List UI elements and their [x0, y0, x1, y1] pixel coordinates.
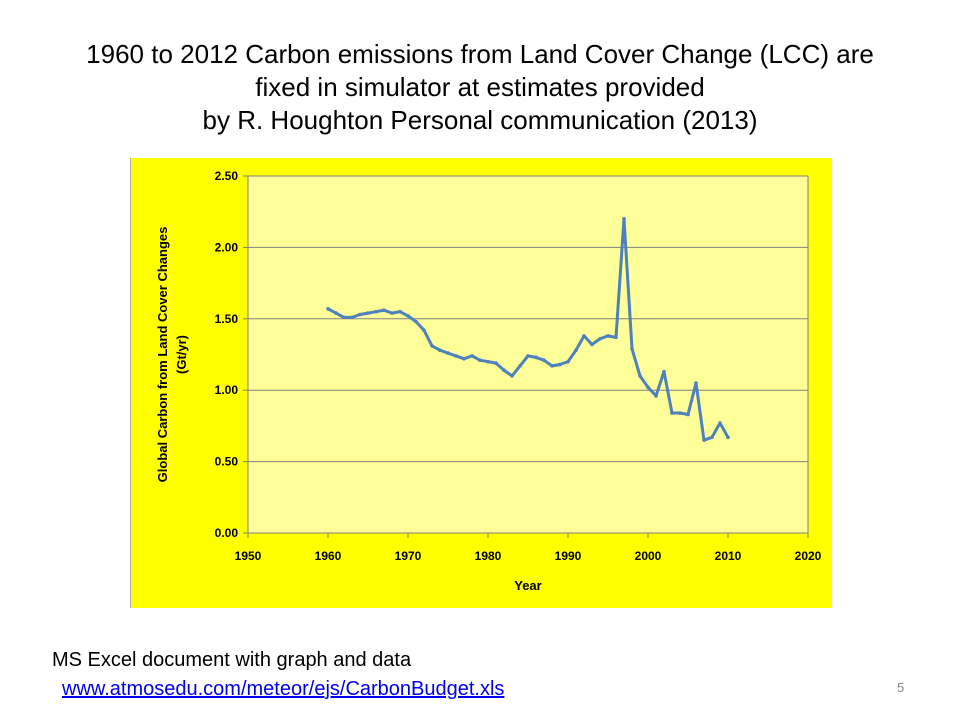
data-point — [350, 315, 354, 320]
data-point — [382, 308, 386, 313]
data-point — [494, 361, 498, 365]
data-point — [486, 359, 490, 364]
data-point — [542, 358, 546, 363]
data-point — [438, 348, 442, 353]
data-point — [526, 354, 530, 358]
data-point — [470, 354, 474, 358]
x-tick-label: 2000 — [635, 549, 662, 563]
y-axis-title-line-1: Global Carbon from Land Cover Changes — [155, 227, 170, 483]
data-point — [702, 438, 706, 442]
y-tick-label: 2.50 — [215, 169, 239, 183]
gridlines — [243, 175, 808, 534]
x-tick-label: 1960 — [315, 549, 342, 563]
data-point — [566, 359, 570, 364]
x-tick-label: 2010 — [715, 549, 742, 563]
data-point — [406, 314, 410, 318]
data-point — [510, 374, 514, 378]
x-tick-label: 1950 — [235, 549, 262, 563]
data-point — [582, 334, 586, 338]
data-point — [326, 307, 330, 311]
title-line-1: 1960 to 2012 Carbon emissions from Land … — [86, 39, 874, 69]
data-point — [446, 351, 450, 355]
footer-note: MS Excel document with graph and data — [52, 649, 412, 671]
data-point — [390, 311, 394, 315]
data-point — [414, 319, 418, 324]
y-tick-label: 0.00 — [215, 526, 239, 540]
line-chart: 0.00 0.50 1.00 1.50 2.00 2.50 1950 1960 1970 198… — [130, 158, 832, 608]
y-tick-label: 0.50 — [215, 455, 239, 469]
data-point — [374, 309, 378, 314]
data-point — [430, 344, 434, 348]
data-point — [718, 421, 722, 425]
data-point — [462, 356, 466, 361]
data-point — [670, 411, 674, 415]
data-point — [606, 334, 610, 338]
x-axis-title: Year — [514, 578, 541, 593]
data-point — [654, 394, 658, 398]
spreadsheet-link[interactable]: www.atmosedu.com/meteor/ejs/CarbonBudget… — [62, 678, 505, 700]
data-point — [502, 368, 506, 373]
data-point — [334, 311, 338, 315]
data-point — [638, 374, 642, 378]
x-tick-labels: 1950 1960 1970 1980 1990 2000 2010 2020 — [235, 549, 822, 563]
data-point — [454, 354, 458, 358]
data-point — [422, 328, 426, 333]
data-point — [686, 412, 690, 417]
y-tick-label: 2.00 — [215, 240, 239, 254]
data-point — [598, 336, 602, 341]
data-point — [478, 358, 482, 363]
slide-title: 1960 to 2012 Carbon emissions from Land … — [20, 38, 940, 137]
data-point — [574, 348, 578, 353]
slide-number: 5 — [897, 680, 905, 695]
data-point — [630, 346, 634, 351]
y-axis-title: Global Carbon from Land Cover Changes (G… — [155, 227, 189, 483]
data-point — [710, 435, 714, 440]
x-tick-label: 1990 — [555, 549, 582, 563]
series-land-cover-carbon — [326, 217, 730, 442]
y-axis-title-line-2: (Gt/yr) — [174, 335, 189, 374]
chart-area: 0.00 0.50 1.00 1.50 2.00 2.50 1950 1960 1970 198… — [130, 158, 832, 608]
data-point — [518, 364, 522, 368]
data-point — [614, 335, 618, 340]
data-point — [622, 217, 626, 221]
y-tick-label: 1.00 — [215, 383, 239, 397]
data-point — [366, 311, 370, 315]
axes — [247, 176, 809, 538]
x-tick-label: 1970 — [395, 549, 422, 563]
data-point — [534, 355, 538, 360]
x-tick-label: 1980 — [475, 549, 502, 563]
data-point — [558, 362, 562, 367]
data-point — [678, 411, 682, 415]
data-point — [646, 385, 650, 390]
data-point — [590, 342, 594, 347]
data-point — [342, 315, 346, 320]
data-point — [358, 312, 362, 317]
data-point — [662, 369, 666, 374]
data-point — [694, 381, 698, 385]
data-point — [550, 364, 554, 368]
x-tick-label: 2020 — [795, 549, 822, 563]
data-point — [398, 309, 402, 314]
title-line-3: by R. Houghton Personal communication (2… — [202, 105, 758, 135]
title-line-2: fixed in simulator at estimates provided — [255, 72, 705, 102]
y-tick-label: 1.50 — [215, 312, 239, 326]
y-tick-labels: 0.00 0.50 1.00 1.50 2.00 2.50 — [215, 169, 239, 540]
data-point — [726, 435, 730, 440]
